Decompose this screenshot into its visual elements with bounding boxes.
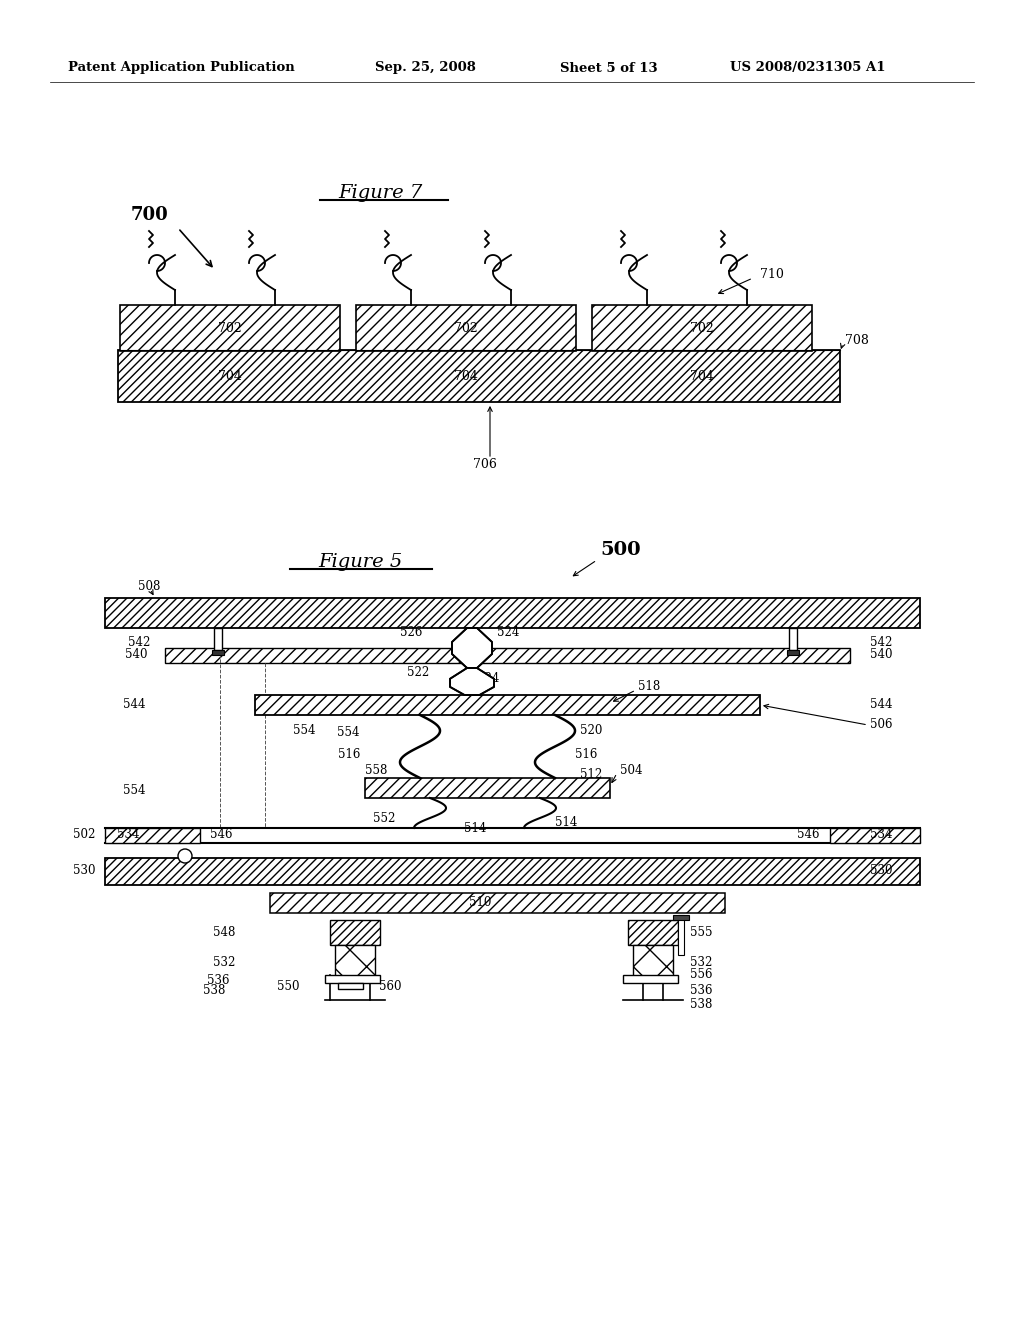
Text: 540: 540	[126, 648, 148, 661]
Text: 518: 518	[638, 681, 660, 693]
Text: 558: 558	[365, 763, 387, 776]
Text: 704: 704	[218, 370, 242, 383]
Bar	[830, 828, 920, 843]
Text: 516: 516	[338, 748, 360, 762]
Text: 502: 502	[73, 829, 95, 842]
Text: 532: 532	[213, 956, 234, 969]
Text: 550: 550	[278, 981, 300, 994]
Text: US 2008/0231305 A1: US 2008/0231305 A1	[730, 62, 886, 74]
Text: 542: 542	[128, 635, 150, 648]
Polygon shape	[452, 628, 492, 668]
Text: 516: 516	[575, 748, 597, 762]
Text: 544: 544	[870, 698, 893, 711]
Text: 708: 708	[845, 334, 869, 346]
Text: 536: 536	[208, 974, 230, 986]
Text: 524: 524	[477, 672, 500, 685]
Circle shape	[178, 849, 193, 863]
Text: 536: 536	[690, 983, 713, 997]
Text: 554: 554	[293, 723, 315, 737]
Text: Sep. 25, 2008: Sep. 25, 2008	[375, 62, 476, 74]
Bar	[623, 975, 678, 983]
Text: 534: 534	[118, 829, 140, 842]
Text: 555: 555	[690, 925, 713, 939]
Text: 514: 514	[555, 817, 578, 829]
Text: 508: 508	[138, 579, 161, 593]
Bar	[255, 696, 760, 715]
Text: 530: 530	[870, 865, 893, 878]
Bar	[673, 915, 689, 920]
Bar	[790, 628, 797, 649]
Text: 538: 538	[203, 983, 225, 997]
Text: 532: 532	[690, 956, 713, 969]
Text: 526: 526	[399, 627, 422, 639]
Bar	[338, 983, 362, 989]
Text: 548: 548	[213, 925, 234, 939]
Bar	[120, 305, 340, 351]
Text: 500: 500	[600, 541, 641, 558]
Bar	[270, 894, 725, 913]
Text: 542: 542	[870, 635, 892, 648]
Text: 510: 510	[469, 896, 492, 909]
Text: 546: 546	[210, 829, 232, 842]
Text: 702: 702	[454, 322, 478, 334]
Text: 520: 520	[580, 723, 602, 737]
Text: 524: 524	[497, 627, 519, 639]
Bar	[325, 975, 380, 983]
Bar	[105, 598, 920, 628]
Bar	[356, 305, 575, 351]
Text: 538: 538	[690, 998, 713, 1011]
Text: 554: 554	[123, 784, 145, 796]
Text: 522: 522	[407, 667, 429, 680]
Text: 546: 546	[798, 829, 820, 842]
Text: 560: 560	[379, 981, 401, 994]
Text: 704: 704	[454, 370, 478, 383]
Text: 702: 702	[218, 322, 242, 334]
Bar	[330, 920, 380, 945]
Text: 504: 504	[620, 763, 642, 776]
Text: Figure 5: Figure 5	[317, 553, 402, 572]
Text: Patent Application Publication: Patent Application Publication	[68, 62, 295, 74]
Text: 706: 706	[473, 458, 497, 471]
Text: 554: 554	[338, 726, 360, 739]
Text: 704: 704	[690, 370, 714, 383]
Text: 700: 700	[131, 206, 169, 224]
Bar	[365, 777, 610, 799]
Bar	[678, 915, 684, 954]
Bar	[105, 828, 200, 843]
Text: 544: 544	[123, 698, 145, 711]
Bar	[628, 920, 678, 945]
Text: 540: 540	[870, 648, 893, 661]
Bar	[592, 305, 812, 351]
Bar	[214, 628, 222, 649]
Text: 552: 552	[373, 812, 395, 825]
Text: 710: 710	[760, 268, 784, 281]
Bar	[212, 649, 224, 655]
Bar	[165, 648, 850, 663]
Text: 702: 702	[690, 322, 714, 334]
Text: 534: 534	[870, 829, 893, 842]
Bar	[118, 350, 840, 403]
Polygon shape	[450, 668, 494, 696]
Bar	[335, 945, 375, 979]
Text: 530: 530	[73, 865, 95, 878]
Text: Sheet 5 of 13: Sheet 5 of 13	[560, 62, 657, 74]
Text: 514: 514	[464, 821, 486, 834]
Bar	[787, 649, 799, 655]
Bar	[105, 858, 920, 884]
Text: 512: 512	[580, 768, 602, 781]
Bar	[633, 945, 673, 979]
Text: 506: 506	[870, 718, 893, 731]
Text: 556: 556	[690, 969, 713, 982]
Text: Figure 7: Figure 7	[338, 183, 422, 202]
